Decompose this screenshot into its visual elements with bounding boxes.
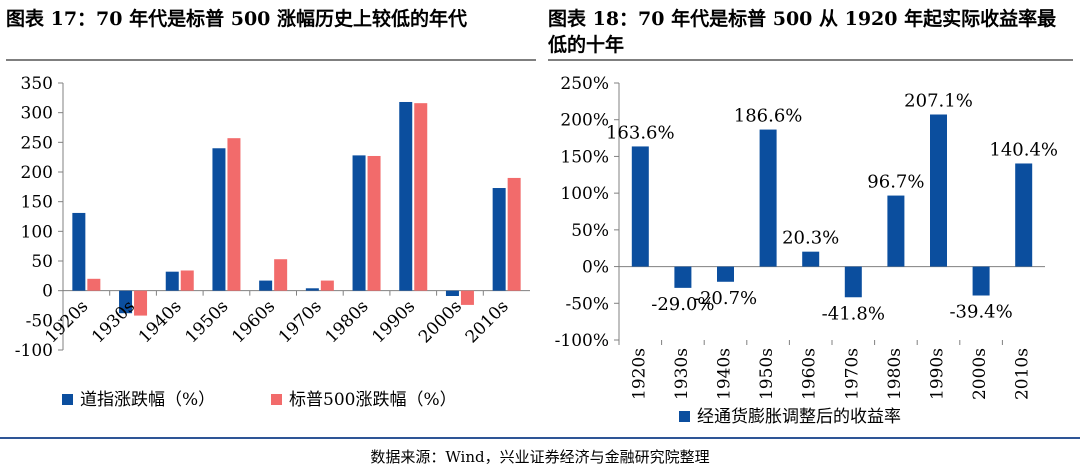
x-tick-label: 1980s <box>885 348 905 400</box>
x-tick-label: 2000s <box>970 348 990 400</box>
data-label: -41.8% <box>822 303 885 324</box>
bar-sp500 <box>320 280 334 291</box>
y-tick-label: 200% <box>560 111 609 131</box>
x-tick-label: 1960s <box>800 348 820 400</box>
legend-swatch-dow <box>62 394 73 405</box>
x-tick-label: 1920s <box>629 348 649 400</box>
data-label: 207.1% <box>904 91 973 112</box>
bar-dow <box>399 101 413 291</box>
x-tick-label: 1990s <box>368 297 419 348</box>
x-tick-label: 2010s <box>1013 348 1033 400</box>
y-tick-label: 50 <box>31 252 53 272</box>
bar-sp500 <box>367 155 381 291</box>
bar-dow <box>492 188 506 291</box>
bar-real-return <box>844 266 862 298</box>
y-tick-label: 350 <box>21 74 53 94</box>
data-label: 140.4% <box>989 139 1058 160</box>
x-tick-label: 1950s <box>757 348 777 400</box>
footer-rule <box>0 437 1080 439</box>
x-tick-label: 1970s <box>275 297 326 348</box>
x-tick-label: 1980s <box>322 297 373 348</box>
bar-dow <box>72 212 86 291</box>
y-tick-label: 300 <box>21 104 53 124</box>
x-tick-label: 1950s <box>182 297 233 348</box>
data-label: -29.0% <box>651 294 714 315</box>
y-tick-label: 50% <box>571 221 609 241</box>
source-note: 数据来源：Wind，兴业证券经济与金融研究院整理 <box>370 448 710 466</box>
bar-dow <box>305 288 319 291</box>
bar-real-return <box>802 251 820 267</box>
data-label: -20.7% <box>694 288 757 309</box>
x-tick-label: 1940s <box>715 348 735 400</box>
bar-real-return <box>972 266 990 296</box>
y-tick-label: 150% <box>560 147 609 167</box>
bar-real-return <box>717 266 734 282</box>
y-tick-label: 200 <box>21 163 53 183</box>
bar-real-return <box>930 114 947 267</box>
bar-real-return <box>759 129 777 267</box>
y-tick-label: -50 <box>26 311 53 331</box>
bar-real-return <box>887 195 905 267</box>
chart2-title-rule <box>548 59 1073 61</box>
bar-sp500 <box>87 278 101 291</box>
bar-sp500 <box>507 177 521 291</box>
y-tick-label: 0 <box>42 282 53 302</box>
chart1-svg: -100-500501001502002503003501920s1930s19… <box>15 74 530 410</box>
y-tick-label: 250% <box>560 74 609 94</box>
chart2: -100% -50% 0% 50% 100% 150% 200% 250% 163.6% 1920… <box>545 62 1080 432</box>
chart1-title: 图表 17：70 年代是标普 500 涨幅历史上较低的年代 <box>6 8 468 30</box>
bar-dow <box>212 148 226 291</box>
chart2-title: 图表 18：70 年代是标普 500 从 1920 年起实际收益率最低的十年 <box>548 8 1057 56</box>
bar-real-return <box>631 146 649 267</box>
bar-sp500 <box>227 138 241 291</box>
x-tick-label: 1990s <box>928 348 948 400</box>
y-tick-label: 250 <box>21 133 53 153</box>
x-tick-label: 1970s <box>842 348 862 400</box>
y-tick-label: -100% <box>555 331 609 351</box>
legend-swatch-real-return <box>679 411 690 422</box>
x-tick-label: 1930s <box>672 348 692 400</box>
legend-label-sp500: 标普500涨跌幅（%） <box>289 390 457 410</box>
bar-dow <box>445 290 459 297</box>
data-label: 163.6% <box>606 122 675 143</box>
bar-sp500 <box>414 103 428 291</box>
x-tick-label: 1960s <box>228 297 279 348</box>
legend-swatch-sp500 <box>271 394 282 405</box>
legend-label-dow: 道指涨跌幅（%） <box>80 390 215 410</box>
data-label: 96.7% <box>867 172 924 193</box>
bar-sp500 <box>274 259 288 291</box>
bar-dow <box>119 290 133 314</box>
y-tick-label: 150 <box>21 193 53 213</box>
data-label: 20.3% <box>782 228 839 249</box>
bar-sp500 <box>134 290 148 316</box>
bar-real-return <box>674 266 692 288</box>
chart1: -100 -50 0 50 100 150 200 250 300 350 1920s 1930s 19… <box>0 62 535 432</box>
data-label: -39.4% <box>949 302 1012 323</box>
bar-dow <box>352 155 366 291</box>
bar-sp500 <box>180 270 194 291</box>
data-label: 186.6% <box>734 106 803 127</box>
x-tick-label: 2000s <box>415 297 466 348</box>
chart2-svg: -100% -50% 0% 50% 100% 150% 200% 250% 163.6% 1920… <box>555 74 1058 427</box>
y-tick-label: 0% <box>582 258 609 278</box>
y-tick-label: -100 <box>15 341 53 361</box>
bar-sp500 <box>460 290 474 305</box>
bar-dow <box>165 271 179 291</box>
y-tick-label: 100 <box>21 222 53 242</box>
legend-label-real-return: 经通货膨胀调整后的收益率 <box>697 407 901 427</box>
bar-real-return <box>1015 163 1033 267</box>
y-tick-label: 100% <box>560 184 609 204</box>
bar-dow <box>259 280 273 291</box>
y-tick-label: -50% <box>565 294 609 314</box>
x-tick-label: 1930s <box>88 297 139 348</box>
chart1-title-rule <box>6 59 536 61</box>
